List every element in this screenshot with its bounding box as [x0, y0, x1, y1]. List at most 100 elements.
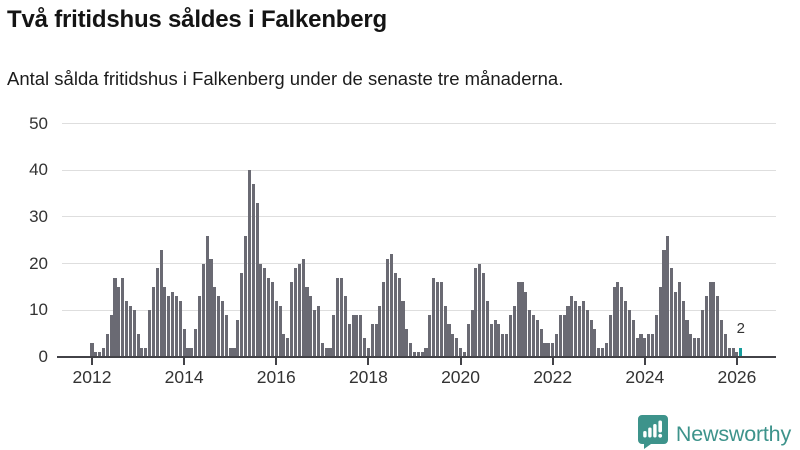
bar: [650, 333, 655, 357]
bar: [220, 300, 225, 357]
bar: [336, 277, 340, 357]
bar: [113, 277, 117, 357]
bar: [313, 310, 317, 357]
y-axis-label-40: 40: [29, 160, 48, 180]
gridline-y-40: [62, 169, 776, 171]
bar: [424, 347, 428, 357]
bar: [685, 319, 689, 357]
bar: [681, 300, 685, 357]
bar: [297, 263, 301, 357]
bar: [355, 314, 359, 357]
bar: [101, 347, 106, 357]
bar: [301, 258, 305, 357]
bar: [581, 300, 585, 357]
bar: [201, 263, 205, 357]
bar: [416, 352, 420, 357]
newsworthy-logo: Newsworthy: [637, 414, 791, 450]
bar: [228, 347, 232, 357]
bar: [389, 254, 393, 357]
x-axis-tick-2012: [91, 358, 93, 365]
bar: [328, 347, 332, 357]
bar: [620, 286, 624, 357]
bar: [397, 277, 401, 357]
bar: [359, 314, 363, 357]
bar: [148, 310, 152, 357]
bar: [209, 258, 213, 357]
bar: [635, 338, 639, 357]
y-axis-label-30: 30: [29, 206, 48, 226]
bar: [516, 282, 520, 357]
bar: [94, 352, 98, 357]
bar: [382, 282, 386, 357]
bar: [589, 319, 593, 357]
bar: [125, 300, 129, 357]
bar: [151, 286, 155, 357]
bar: [347, 324, 351, 357]
bar: [593, 328, 597, 357]
bar: [217, 296, 221, 357]
y-axis-label-10: 10: [29, 300, 48, 320]
x-axis-label-2020: 2020: [441, 367, 480, 387]
bar: [727, 347, 731, 357]
bar: [320, 342, 324, 357]
bar: [597, 347, 601, 357]
x-axis-tick-2022: [551, 358, 554, 365]
bar: [574, 300, 578, 357]
bar: [447, 324, 451, 357]
bar: [420, 352, 424, 357]
y-axis-label-50: 50: [29, 113, 48, 133]
bar: [639, 333, 643, 357]
x-axis-label-2022: 2022: [533, 367, 573, 387]
bar: [612, 286, 616, 357]
bar: [247, 170, 251, 357]
bar: [535, 319, 539, 357]
gridline-y-10: [62, 309, 776, 311]
bar: [608, 314, 612, 357]
bar: [251, 184, 255, 357]
bar: [171, 291, 175, 357]
bar: [109, 314, 113, 357]
bar: [455, 338, 459, 357]
bar: [647, 333, 651, 357]
x-axis-label-2026: 2026: [717, 367, 757, 387]
bar: [451, 333, 455, 357]
bar: [205, 235, 209, 357]
x-axis-label-2024: 2024: [625, 367, 665, 387]
bar: [478, 263, 482, 357]
bar: [136, 333, 140, 357]
bar: [140, 347, 144, 357]
bar: [232, 347, 236, 357]
x-axis-tick-2018: [367, 358, 370, 365]
highlighted-bar: [739, 347, 743, 357]
bar: [105, 333, 109, 357]
bar: [412, 352, 417, 357]
bar: [305, 286, 309, 357]
bar: [723, 333, 727, 357]
bar: [677, 282, 681, 357]
bar: [213, 286, 217, 357]
bar: [194, 328, 198, 357]
bar: [98, 352, 102, 357]
bar: [278, 305, 282, 357]
bar: [585, 310, 589, 357]
bar: [174, 296, 178, 357]
chart-subtitle: Antal sålda fritidshus i Falkenberg unde…: [7, 68, 564, 89]
bar: [270, 282, 274, 357]
bar: [374, 324, 378, 357]
bar: [604, 342, 608, 357]
bar: [624, 300, 628, 357]
bar: [512, 305, 516, 357]
bar: [731, 347, 735, 357]
bar: [570, 296, 574, 357]
x-axis-tick-2016: [275, 358, 278, 365]
gridline-y-30: [62, 216, 776, 218]
bar: [566, 305, 570, 357]
bar: [363, 338, 367, 357]
bar: [531, 314, 536, 357]
bar: [670, 268, 674, 357]
bar: [435, 282, 440, 357]
bar: [159, 249, 163, 357]
newsworthy-logo-text: Newsworthy: [675, 421, 791, 446]
bar: [316, 305, 321, 357]
